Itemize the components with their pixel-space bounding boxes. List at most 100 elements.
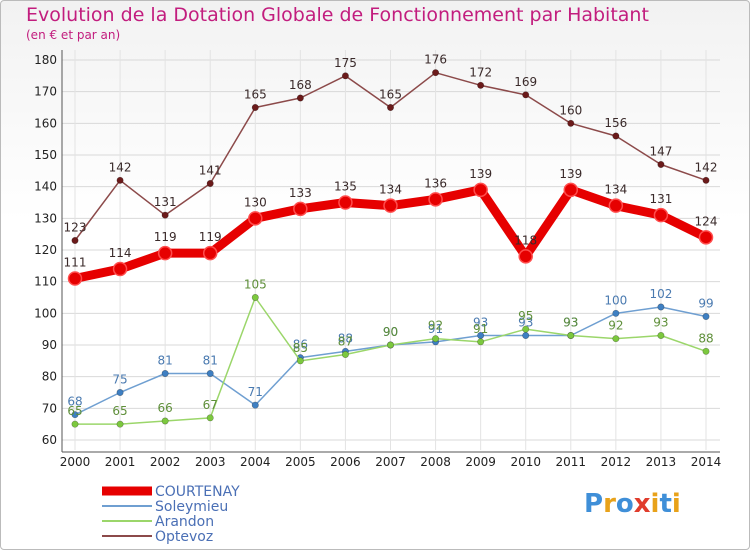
data-point-arandon [161,417,169,425]
data-point-arandon [477,338,485,346]
x-tick-label: 2011 [556,455,587,469]
data-label-soleymieu: 93 [563,316,578,330]
data-label-arandon: 95 [518,309,533,323]
data-label-soleymieu: 100 [604,293,627,307]
data-point-soleymieu [116,388,124,396]
data-label-courtenay: 111 [64,256,87,270]
x-tick-label: 2014 [691,455,722,469]
data-point-optevoz [386,104,394,112]
data-label-arandon: 85 [293,341,308,355]
x-tick-label: 2003 [195,455,226,469]
x-tick-label: 2006 [330,455,361,469]
data-label-soleymieu: 68 [67,395,82,409]
data-point-soleymieu [657,303,665,311]
data-label-optevoz: 123 [64,221,87,235]
legend-label-soleymieu: Soleymieu [155,499,228,515]
data-label-courtenay: 134 [379,183,402,197]
data-label-optevoz: 176 [424,53,447,67]
x-tick-label: 2010 [510,455,541,469]
data-label-arandon: 93 [653,316,668,330]
data-point-arandon [116,420,124,428]
data-label-optevoz: 156 [604,116,627,130]
data-point-optevoz [567,119,575,127]
data-label-soleymieu: 81 [158,354,173,368]
data-point-arandon [657,331,665,339]
series-group [67,69,714,428]
data-point-soleymieu [161,369,169,377]
data-label-soleymieu: 102 [649,287,672,301]
legend-label-courtenay: COURTENAY [155,484,240,500]
data-label-courtenay: 136 [424,176,447,190]
data-point-optevoz [206,180,214,188]
data-point-arandon [386,341,394,349]
data-point-courtenay [293,201,308,217]
x-tick-label: 2005 [285,455,316,469]
data-label-optevoz: 175 [334,56,357,70]
data-label-arandon: 88 [698,331,713,345]
data-label-optevoz: 147 [649,145,672,159]
data-point-soleymieu [206,369,214,377]
logo-letter: i [671,489,681,519]
data-point-arandon [567,331,575,339]
data-point-optevoz [161,211,169,219]
data-label-optevoz: 165 [379,88,402,102]
data-point-courtenay [428,192,443,207]
data-point-soleymieu [522,331,530,339]
data-label-soleymieu: 90 [383,325,398,339]
x-tick-label: 2009 [465,455,496,469]
logo-letter: r [603,489,616,519]
data-label-optevoz: 160 [559,103,582,117]
data-label-soleymieu: 71 [248,385,263,399]
data-point-optevoz [251,104,259,112]
data-label-courtenay: 124 [695,214,718,228]
data-point-courtenay [338,195,353,210]
data-label-courtenay: 134 [604,183,627,197]
data-point-arandon [522,325,530,333]
data-point-arandon [251,293,259,301]
data-label-courtenay: 119 [154,230,177,244]
data-label-optevoz: 172 [469,65,492,79]
data-point-soleymieu [702,312,710,320]
x-tick-label: 2012 [601,455,632,469]
y-tick-label: 180 [34,53,57,67]
data-point-optevoz [477,81,485,89]
x-tick-label: 2000 [60,455,91,469]
y-tick-label: 80 [42,370,57,384]
data-point-courtenay [563,182,579,198]
data-label-arandon: 92 [608,319,623,333]
legend-label-arandon: Arandon [155,514,214,530]
logo-letter: t [659,489,672,519]
data-point-optevoz [612,132,620,140]
data-point-arandon [702,347,710,355]
y-tick-label: 170 [34,85,57,99]
data-point-arandon [432,335,440,343]
data-point-courtenay [157,245,173,261]
data-point-soleymieu [71,411,79,419]
data-point-courtenay [383,198,398,213]
data-point-courtenay [248,211,263,226]
data-point-soleymieu [251,401,259,409]
data-label-arandon: 65 [112,404,127,418]
data-label-courtenay: 139 [559,167,582,181]
data-point-courtenay [202,245,218,261]
data-label-soleymieu: 91 [428,322,443,336]
data-label-arandon: 91 [473,322,488,336]
data-point-optevoz [702,176,710,184]
x-tick-label: 2002 [150,455,181,469]
data-label-courtenay: 139 [469,167,492,181]
data-point-courtenay [67,271,83,286]
y-tick-label: 160 [34,116,57,130]
logo-letter: x [633,489,651,519]
data-label-optevoz: 165 [244,88,267,102]
data-point-courtenay [608,198,624,213]
data-label-courtenay: 119 [199,230,222,244]
data-label-optevoz: 142 [109,160,132,174]
data-point-optevoz [432,69,440,77]
data-label-optevoz: 142 [695,160,718,174]
data-point-optevoz [71,237,79,245]
y-tick-label: 60 [42,433,57,447]
y-tick-label: 130 [34,211,57,225]
axes: 60 70 80 90 100 110 120 130 140 150 160 170 180 2000 2… [34,50,721,469]
